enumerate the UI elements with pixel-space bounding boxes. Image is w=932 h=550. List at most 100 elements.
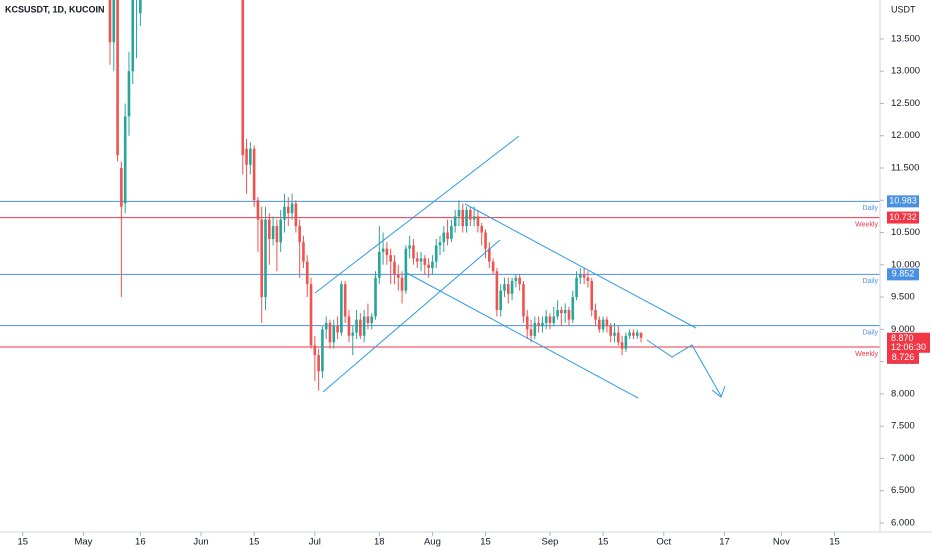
- candle-body: [271, 226, 275, 239]
- candle-body: [290, 203, 294, 214]
- candle-body: [324, 322, 328, 330]
- candle-body: [579, 274, 582, 278]
- candle-body: [522, 284, 525, 317]
- candle-body: [620, 342, 624, 349]
- y-tick-label: 9.000: [891, 324, 915, 335]
- candle-body: [286, 206, 290, 214]
- candle-body: [450, 226, 453, 239]
- candle-body: [544, 316, 548, 323]
- candle-body: [601, 319, 605, 330]
- channel-upper: [314, 135, 520, 294]
- candle-body: [594, 309, 597, 320]
- x-tick-label: 16: [135, 537, 146, 548]
- candle-body: [347, 316, 351, 336]
- down-channel-upper: [464, 203, 697, 329]
- candle-body: [571, 297, 575, 320]
- x-tick-label: 15: [480, 537, 491, 548]
- candle-body: [393, 261, 396, 275]
- candle-body: [461, 209, 465, 227]
- y-tick-label: 8.000: [891, 388, 915, 399]
- candle-body: [343, 284, 347, 317]
- candle-body: [279, 219, 282, 243]
- candle-body: [624, 335, 628, 349]
- y-tick-label: 10.500: [891, 227, 920, 238]
- candle-body: [632, 332, 635, 336]
- candle-body: [123, 116, 127, 204]
- level-price-box: [887, 211, 919, 224]
- candle-body: [446, 232, 449, 239]
- levels: [0, 200, 880, 348]
- candle-body: [374, 277, 377, 317]
- axis-unit: USDT: [891, 4, 916, 14]
- down-channel-lower: [404, 271, 639, 399]
- candle-body: [628, 332, 631, 336]
- candle-body: [400, 277, 404, 291]
- candle-body: [499, 290, 502, 310]
- candle-body: [423, 258, 427, 265]
- candle-body: [503, 284, 506, 291]
- x-tick-label: Aug: [424, 537, 441, 548]
- level-name: Daily: [862, 329, 878, 336]
- candle-body: [249, 148, 252, 165]
- last-price-label: 8.870: [891, 333, 914, 343]
- countdown: 12:06:30: [891, 342, 926, 352]
- candle-body: [245, 148, 248, 165]
- candle-body: [370, 316, 374, 323]
- x-tick-label: 15: [598, 537, 609, 548]
- candle-body: [556, 309, 559, 317]
- candle-body: [560, 309, 563, 314]
- x-tick-label: Jul: [309, 537, 321, 548]
- x-tick-label: 17: [719, 537, 730, 548]
- candle-body: [112, 0, 116, 43]
- candle-body: [533, 322, 537, 336]
- candle-body: [108, 0, 112, 43]
- candle-body: [408, 245, 411, 249]
- candle-body: [438, 242, 442, 246]
- y-tick-label: 11.500: [891, 163, 919, 174]
- x-tick-label: Nov: [773, 537, 790, 548]
- candle-body: [139, 0, 142, 14]
- y-tick-label: 12.000: [891, 130, 920, 141]
- level-price-box: [887, 351, 919, 364]
- level-price-box: [887, 195, 919, 208]
- candle-body: [241, 0, 245, 156]
- candle-body: [120, 167, 123, 207]
- y-tick-label: 6.000: [891, 517, 915, 528]
- candle-body: [268, 219, 271, 239]
- price-labels: Daily 10.983 Weekly 10.732 Daily 9.852 Daily 9.…: [855, 195, 930, 364]
- candle-body: [305, 261, 309, 285]
- level-price-label: 8.726: [892, 352, 915, 362]
- x-tick-label: Jun: [193, 537, 208, 548]
- candle-body: [389, 255, 392, 262]
- level-price-label: 9.852: [892, 269, 915, 279]
- candle-body: [283, 206, 286, 220]
- candle-body: [404, 248, 408, 291]
- axes: 13.50013.00012.50012.00011.50011.00010.5…: [17, 33, 920, 547]
- candle-body: [586, 277, 590, 281]
- candle-body: [469, 209, 472, 220]
- candle-body: [366, 316, 370, 323]
- x-tick-label: May: [74, 537, 92, 548]
- candle-body: [609, 326, 612, 336]
- candle-body: [563, 309, 567, 314]
- candle-body: [491, 261, 495, 272]
- candle-body: [525, 316, 529, 330]
- candle-body: [378, 251, 381, 278]
- candle-body: [264, 219, 267, 298]
- level-name: Weekly: [855, 221, 878, 228]
- candle-body: [590, 280, 594, 310]
- candle-body: [252, 148, 256, 201]
- candle-body: [541, 322, 544, 327]
- candle-body: [355, 319, 358, 333]
- candle-body: [552, 316, 556, 323]
- level-name: Weekly: [855, 351, 878, 358]
- candle-body: [131, 0, 135, 72]
- candle-body: [127, 71, 131, 117]
- forecast-arrowhead: [711, 385, 726, 398]
- chart-title: KCSUSDT, 1D, KUCOIN: [5, 4, 105, 14]
- x-tick-label: 15: [249, 537, 260, 548]
- candle-body: [351, 332, 355, 336]
- candle-body: [385, 248, 389, 256]
- y-tick-label: 9.500: [891, 292, 915, 303]
- drawings: [314, 135, 726, 399]
